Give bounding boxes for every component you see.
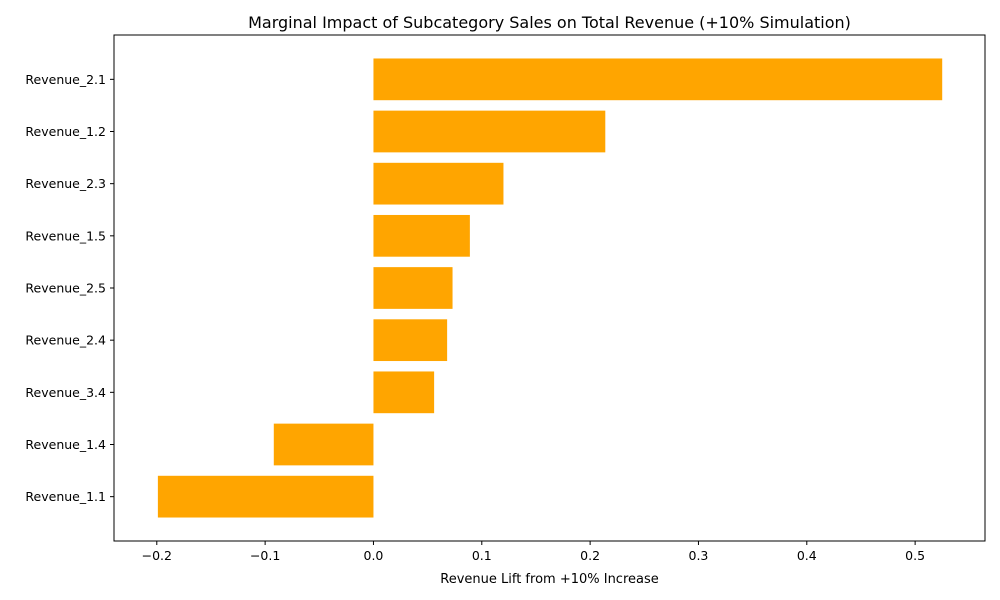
x-tick-label: 0.3 [689,548,709,563]
bar-revenue-2-1 [373,58,943,101]
y-tick-label: Revenue_1.5 [25,228,106,243]
bars-group [157,58,943,518]
x-axis-label: Revenue Lift from +10% Increase [440,572,659,587]
x-tick-label: 0.1 [472,548,492,563]
y-tick-label: Revenue_2.3 [25,176,106,191]
plot-frame [113,34,986,542]
x-tick-label: 0.0 [364,548,384,563]
bar-revenue-1-5 [373,214,470,257]
x-tick-label: 0.5 [905,548,925,563]
y-tick-label: Revenue_1.2 [25,124,106,139]
x-tick-label: 0.2 [580,548,600,563]
bar-revenue-2-4 [373,319,448,362]
x-axis-ticks: −0.2 −0.1 0.0 0.1 0.2 0.3 0.4 0.5 [142,541,925,563]
bar-revenue-3-4 [373,371,435,414]
y-tick-label: Revenue_2.5 [25,281,106,296]
y-tick-label: Revenue_1.1 [25,489,106,504]
y-tick-label: Revenue_1.4 [25,437,106,452]
y-tick-label: Revenue_3.4 [25,385,106,400]
bar-revenue-1-1 [157,475,374,518]
y-tick-label: Revenue_2.4 [25,333,106,348]
chart-title: Marginal Impact of Subcategory Sales on … [248,13,851,32]
bar-revenue-1-2 [373,110,606,153]
bar-revenue-1-4 [273,423,374,466]
y-tick-label: Revenue_2.1 [25,72,106,87]
bar-revenue-2-5 [373,267,453,309]
x-tick-label: 0.4 [797,548,817,563]
x-tick-label: −0.1 [250,548,280,563]
y-axis-ticks: Revenue_2.1 Revenue_1.2 Revenue_2.3 Revenue… [25,72,114,504]
bar-revenue-2-3 [373,162,504,205]
x-tick-label: −0.2 [142,548,172,563]
